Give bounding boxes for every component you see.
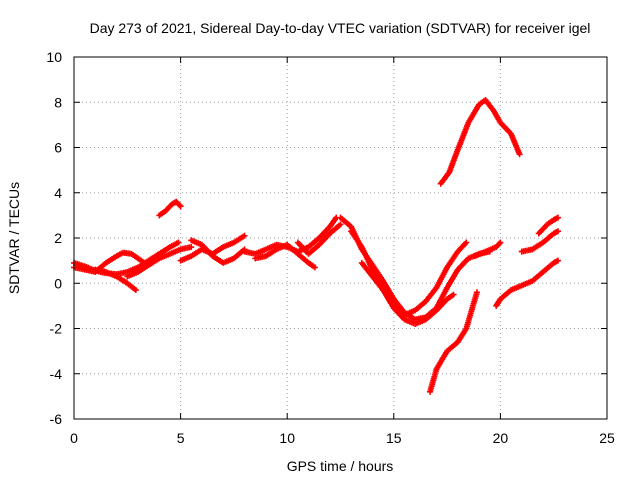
- data-point: [516, 151, 523, 158]
- series-arc-5: [156, 198, 184, 219]
- chart-title: Day 273 of 2021, Sidereal Day-to-day VTE…: [90, 20, 591, 36]
- series-arc-16: [471, 239, 504, 260]
- data-point: [311, 264, 318, 271]
- x-tick-label: 15: [386, 430, 402, 446]
- grid: [74, 57, 607, 419]
- x-axis-label: GPS time / hours: [287, 458, 394, 474]
- y-tick-label: -2: [50, 321, 63, 337]
- series-arc-11: [337, 214, 493, 323]
- y-tick-label: 6: [54, 140, 62, 156]
- x-tick-label: 25: [599, 430, 615, 446]
- data-point: [241, 232, 248, 239]
- series-arc-13: [358, 239, 470, 318]
- y-tick-label: 8: [54, 94, 62, 110]
- data-point: [177, 203, 184, 210]
- data-point: [141, 259, 148, 266]
- data-point: [473, 289, 480, 296]
- series-arc-18: [518, 228, 561, 255]
- y-tick-label: 2: [54, 230, 62, 246]
- data-point: [497, 239, 504, 246]
- data-marks: [71, 96, 561, 395]
- series-arc-3: [92, 266, 139, 294]
- data-point: [188, 244, 195, 251]
- data-point: [450, 291, 457, 298]
- data-point: [554, 257, 561, 264]
- series-arc-4: [124, 244, 195, 280]
- data-point: [554, 228, 561, 235]
- plot-frame: [73, 56, 608, 420]
- series-arc-10: [294, 221, 344, 257]
- axis-ticks: 0 5 10 15 20 25 -6 -4 -2 0 2 4 6 8 10: [46, 49, 615, 446]
- data-point: [176, 202, 183, 209]
- data-point: [463, 239, 470, 246]
- y-tick-label: -4: [50, 366, 63, 382]
- y-tick-label: -6: [50, 411, 63, 427]
- data-point: [175, 239, 182, 246]
- data-point: [554, 214, 561, 221]
- series-arc-17: [493, 257, 561, 309]
- y-tick-label: 0: [54, 275, 62, 291]
- series-arc-15: [437, 96, 523, 187]
- series-arc-14: [427, 289, 480, 395]
- x-tick-label: 5: [177, 430, 185, 446]
- series-arc-12: [348, 228, 457, 327]
- series-arc-7: [188, 237, 248, 266]
- series-arc-2: [71, 249, 148, 275]
- y-tick-label: 4: [54, 185, 62, 201]
- y-axis-label: SDTVAR / TECUs: [6, 182, 22, 294]
- y-tick-label: 10: [46, 49, 62, 65]
- x-tick-label: 20: [493, 430, 509, 446]
- x-tick-label: 0: [70, 430, 78, 446]
- data-point: [337, 221, 344, 228]
- x-tick-label: 10: [279, 430, 295, 446]
- data-point: [132, 287, 139, 294]
- data-point: [496, 240, 503, 247]
- series-arc-19: [535, 214, 561, 237]
- series-arc-9: [252, 241, 318, 271]
